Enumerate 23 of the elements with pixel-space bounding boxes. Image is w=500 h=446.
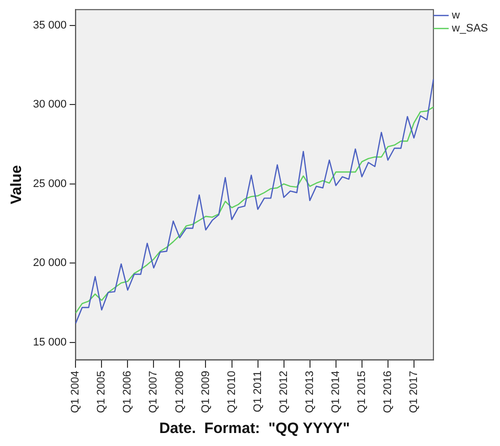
x-tick-label: Q1 2015 <box>356 370 368 413</box>
y-tick-label: 15 000 <box>32 336 67 348</box>
x-tick-label: Q1 2006 <box>122 370 134 413</box>
x-tick-label: Q1 2012 <box>278 370 290 413</box>
x-tick-label: Q1 2016 <box>382 370 394 413</box>
x-tick-label: Q1 2013 <box>304 370 316 413</box>
x-tick-label: Q1 2007 <box>148 370 160 413</box>
legend-label: w_SAS <box>450 22 488 35</box>
x-tick-label: Q1 2009 <box>200 370 212 413</box>
y-tick-label: 20 000 <box>32 257 67 270</box>
x-tick-label: Q1 2005 <box>96 370 108 413</box>
x-tick-label: Q1 2014 <box>330 370 342 413</box>
x-tick-label: Q1 2004 <box>70 370 82 413</box>
x-tick-label: Q1 2010 <box>226 370 238 413</box>
legend-label: w <box>450 10 460 22</box>
y-tick-label: 30 000 <box>32 98 67 111</box>
x-tick-label: Q1 2011 <box>252 370 264 412</box>
y-tick-label: 35 000 <box>32 19 67 32</box>
x-tick-label: Q1 2017 <box>408 370 420 413</box>
y-axis-title: Value <box>8 165 26 204</box>
y-tick-label: 25 000 <box>32 178 67 190</box>
x-tick-label: Q1 2008 <box>174 370 186 413</box>
x-axis-title: Date. Format: "QQ YYYY" <box>159 420 350 438</box>
